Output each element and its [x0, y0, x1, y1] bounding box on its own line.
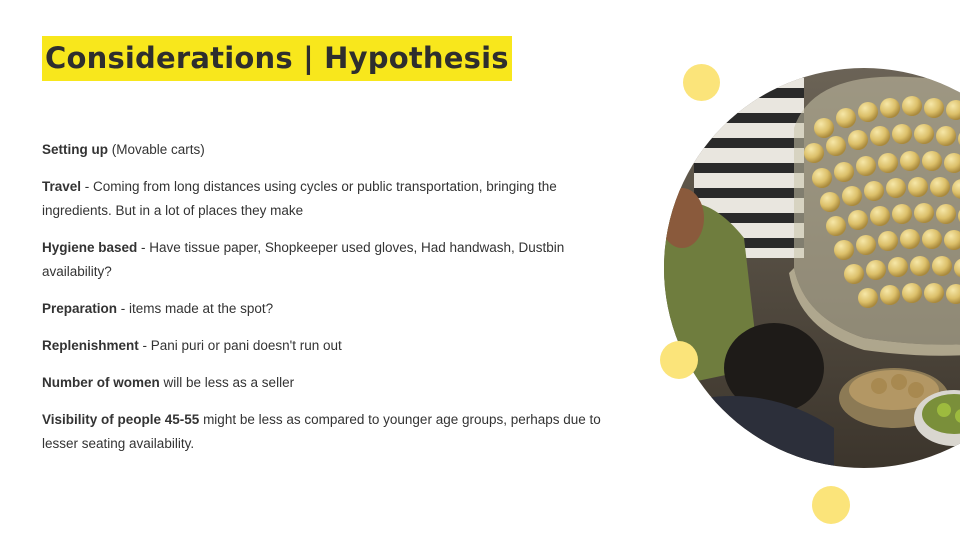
item-text: - items made at the spot? [117, 301, 274, 316]
photo-illustration [664, 68, 960, 468]
list-item: Visibility of people 45-55 might be less… [42, 408, 602, 456]
item-label: Preparation [42, 301, 118, 316]
item-text: - Have tissue paper, Shopkeeper used glo… [42, 240, 565, 279]
item-label: Setting up [42, 142, 108, 157]
decorative-dot-top [683, 64, 720, 101]
pani-puri-stall-photo [664, 68, 960, 468]
list-item: Setting up (Movable carts) [42, 138, 602, 162]
list-item: Replenishment - Pani puri or pani doesn'… [42, 334, 602, 358]
list-item: Preparation - items made at the spot? [42, 297, 602, 321]
considerations-list: Setting up (Movable carts) Travel - Comi… [42, 138, 602, 469]
page-title: Considerations | Hypothesis [42, 36, 512, 81]
item-label: Number of women [42, 375, 160, 390]
item-text: will be less as a seller [159, 375, 295, 390]
decorative-dot-bottom [812, 486, 850, 524]
item-label: Travel [42, 179, 82, 194]
item-text: - Pani puri or pani doesn't run out [138, 338, 342, 353]
item-label: Replenishment [42, 338, 139, 353]
item-label: Hygiene based [42, 240, 138, 255]
list-item: Travel - Coming from long distances usin… [42, 175, 602, 223]
item-label: Visibility of people 45-55 [42, 412, 200, 427]
list-item: Hygiene based - Have tissue paper, Shopk… [42, 236, 602, 284]
list-item: Number of women will be less as a seller [42, 371, 602, 395]
item-text: - Coming from long distances using cycle… [42, 179, 557, 218]
decorative-dot-middle [660, 341, 698, 379]
item-text: might be less as compared to younger age… [42, 412, 601, 451]
item-text: (Movable carts) [108, 142, 205, 157]
